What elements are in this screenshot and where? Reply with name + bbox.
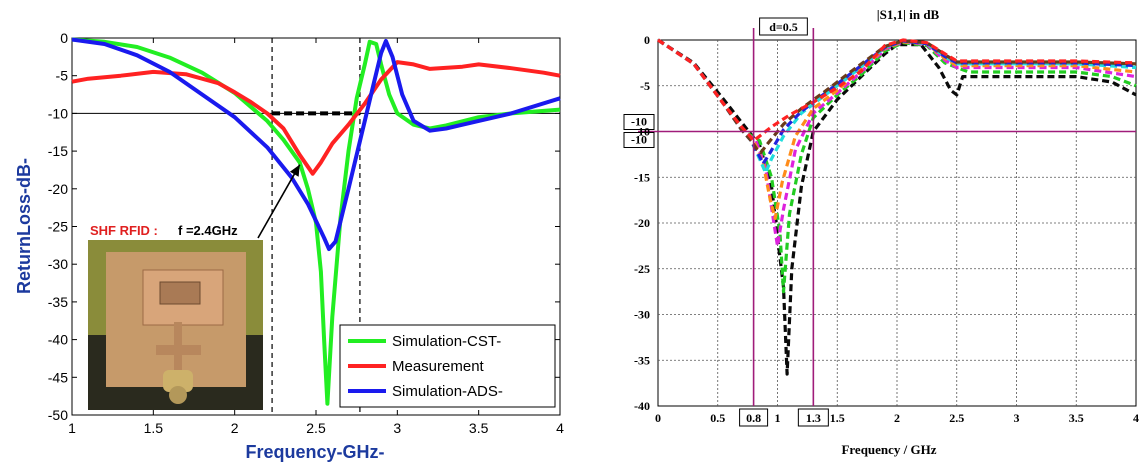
y-tick-label: -30 [634,308,650,322]
marker-label-top: d=0.5 [759,17,808,36]
y-tick-label: 0 [644,33,650,47]
marker-label-bottom-1: 0.8 [739,408,769,427]
series-line-3 [71,37,561,252]
marker-label-left-1-box [623,114,655,130]
return-loss-x-axis-label: Frequency-GHz- [245,442,384,462]
y-tick-label: -10 [634,125,650,139]
marker-label-left-2-box [623,132,655,148]
marker-label-bottom-2-text: 1.3 [806,411,821,425]
y-tick-label: -15 [48,143,68,159]
marker-label-left-1: -10 [623,114,655,130]
x-tick-label: 1 [775,411,781,425]
antenna-photo [88,240,263,410]
marker-label-left-2-text: -10 [631,133,647,147]
legend-entry: Simulation-CST- [392,333,501,350]
x-tick-label: 2.5 [949,411,964,425]
x-tick-label: 1.5 [144,420,164,436]
s11-plot-area: d=0.5-10-100.8 1.3 [623,17,1137,427]
y-tick-label: -40 [634,399,650,413]
s11-chart: d=0.5-10-100.8 1.3 0-5-10-15-20-25-30-35-… [623,7,1139,457]
return-loss-y-tick-labels: 0 -5 -10 -15 -20 -25 -30 -35 -40 -45 -50 [48,30,68,423]
x-tick-label: 3 [1014,411,1020,425]
x-tick-label: 2.5 [306,420,326,436]
feed-stub [156,345,201,355]
s11-x-axis-label: Frequency / GHz [841,442,936,457]
legend: Simulation-CST- Measurement Simulation-ADS… [339,324,556,408]
x-tick-label: 2 [231,420,239,436]
legend-entry: Measurement [392,358,485,375]
y-tick-label: -25 [48,219,68,235]
y-tick-label: -20 [48,181,68,197]
return-loss-plot-area: SHF RFID : f =2.4GHz Simulation-CST- Measur… [71,37,561,416]
return-loss-y-axis-label: ReturnLoss-dB- [14,158,34,294]
series-line-8 [657,38,1137,143]
x-tick-label: 0.5 [710,411,725,425]
marker-label-left-1-text: -10 [631,115,647,129]
x-tick-label: 3 [393,420,401,436]
patch-slot [159,281,201,305]
x-tick-label: 1.5 [830,411,845,425]
marker-label-bottom-1-text: 0.8 [746,411,761,425]
x-tick-label: 3.5 [469,420,489,436]
series-line-2 [71,60,561,176]
y-tick-label: -35 [48,294,68,310]
s11-y-tick-labels: 0 -5 -10 -15 -20 -25 -30 -35 -40 [634,33,650,413]
arrow-head [289,164,300,177]
marker-label-top-text: d=0.5 [769,20,798,34]
sma-connector [163,370,193,392]
return-loss-x-tick-labels: 1 1.5 2 2.5 3 3.5 4 [68,420,564,436]
y-tick-label: -20 [634,216,650,230]
x-tick-label: 2 [894,411,900,425]
marker-label-top-box [759,17,808,36]
y-tick-label: -30 [48,256,68,272]
x-tick-label: 0 [655,411,661,425]
y-tick-label: -5 [56,68,69,84]
marker-label-bottom-1-box [739,408,769,427]
x-tick-label: 3.5 [1069,411,1084,425]
series-line-7 [657,38,1137,155]
x-tick-label: 4 [556,420,564,436]
y-tick-label: 0 [60,30,68,46]
return-loss-chart: SHF RFID : f =2.4GHz Simulation-CST- Measur… [14,30,564,462]
y-tick-label: -40 [48,332,68,348]
s11-x-tick-labels: 0 0.5 1 1.5 2 2.5 3 3.5 4 [655,411,1139,425]
annotation-arrow [257,164,301,239]
s11-chart-title: |S1,1| in dB [877,7,940,22]
marker-label-bottom-2: 1.3 [797,408,829,427]
arrow-shaft [257,164,301,239]
y-tick-label: -45 [48,369,68,385]
y-tick-label: -25 [634,262,650,276]
y-tick-label: -35 [634,353,650,367]
marker-label-left-2: -10 [623,132,655,148]
annotation-label: SHF RFID : [90,223,158,238]
sma-nut [169,386,187,404]
y-tick-label: -15 [634,170,650,184]
y-tick-label: -5 [640,79,650,93]
legend-entry: Simulation-ADS- [392,383,503,400]
x-tick-label: 1 [68,420,76,436]
y-tick-label: -50 [48,407,68,423]
y-tick-label: -10 [48,105,68,121]
annotation-frequency: f =2.4GHz [178,223,238,238]
x-tick-label: 4 [1133,411,1139,425]
marker-label-bottom-2-box [797,408,829,427]
plot-frame [657,39,1137,407]
